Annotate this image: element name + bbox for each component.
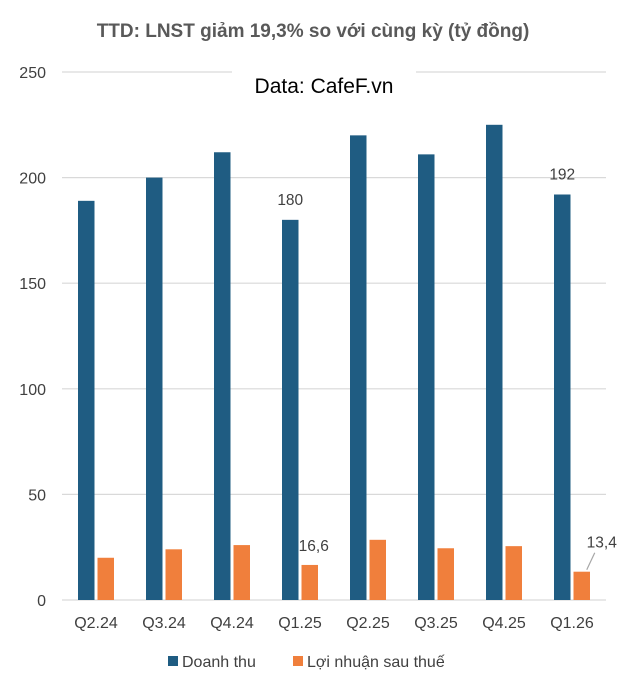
x-tick-label: Q3.24 [142,615,186,632]
data-labels: 180 192 16,6 13,4 [277,166,618,570]
x-tick-label: Q2.25 [346,615,390,632]
y-tick-label: 250 [19,65,46,82]
legend: Doanh thu Lợi nhuận sau thuế [168,654,445,671]
bar-loi-nhuan-Q2.25 [369,539,386,600]
bars [78,124,590,601]
x-tick-label: Q2.24 [74,615,118,632]
x-tick-label: Q4.24 [210,615,254,632]
x-tick-label: Q4.25 [482,615,526,632]
bar-loi-nhuan-Q3.24 [165,549,182,600]
chart-title: TTD: LNST giảm 19,3% so với cùng kỳ (tỷ … [97,21,530,42]
y-tick-label: 100 [19,382,46,399]
x-tick-label: Q3.25 [414,615,458,632]
legend-label: Lợi nhuận sau thuế [307,654,445,671]
y-tick-label: 50 [28,487,46,504]
y-axis: 0 50 100 150 200 250 [19,65,46,610]
legend-swatch [168,656,178,666]
bar-doanh-thu-Q2.25 [350,135,367,601]
bar-doanh-thu-Q3.24 [146,177,163,600]
data-label-leader-line [586,552,596,570]
x-tick-label: Q1.25 [278,615,322,632]
bar-doanh-thu-Q4.25 [486,124,503,601]
x-tick-label: Q1.26 [550,615,594,632]
subtitle-background [232,68,416,104]
legend-swatch [293,656,303,666]
gridlines [62,71,606,601]
bar-loi-nhuan-Q1.26 [573,571,590,600]
bar-doanh-thu-Q1.26 [554,194,571,600]
bar-doanh-thu-Q1.25 [282,219,299,600]
bar-loi-nhuan-Q3.25 [437,548,454,600]
y-tick-label: 0 [37,593,46,610]
bar-loi-nhuan-Q4.25 [505,546,522,600]
x-axis: Q2.24 Q3.24 Q4.24 Q1.25 Q2.25 Q3.25 Q4.25 Q1.26 [74,615,594,632]
data-label: 192 [549,166,575,183]
bar-loi-nhuan-Q1.25 [301,564,318,600]
bar-loi-nhuan-Q4.24 [233,545,250,600]
bar-doanh-thu-Q2.24 [78,200,95,600]
legend-label: Doanh thu [182,654,256,671]
data-label: 16,6 [299,538,329,555]
bar-doanh-thu-Q3.25 [418,154,435,601]
bar-loi-nhuan-Q2.24 [97,557,114,600]
data-label: 13,4 [587,535,618,552]
chart-subtitle: Data: CafeF.vn [255,75,394,98]
y-tick-label: 150 [19,276,46,293]
bar-doanh-thu-Q4.24 [214,152,231,601]
data-label: 180 [277,192,303,209]
y-tick-label: 200 [19,171,46,188]
